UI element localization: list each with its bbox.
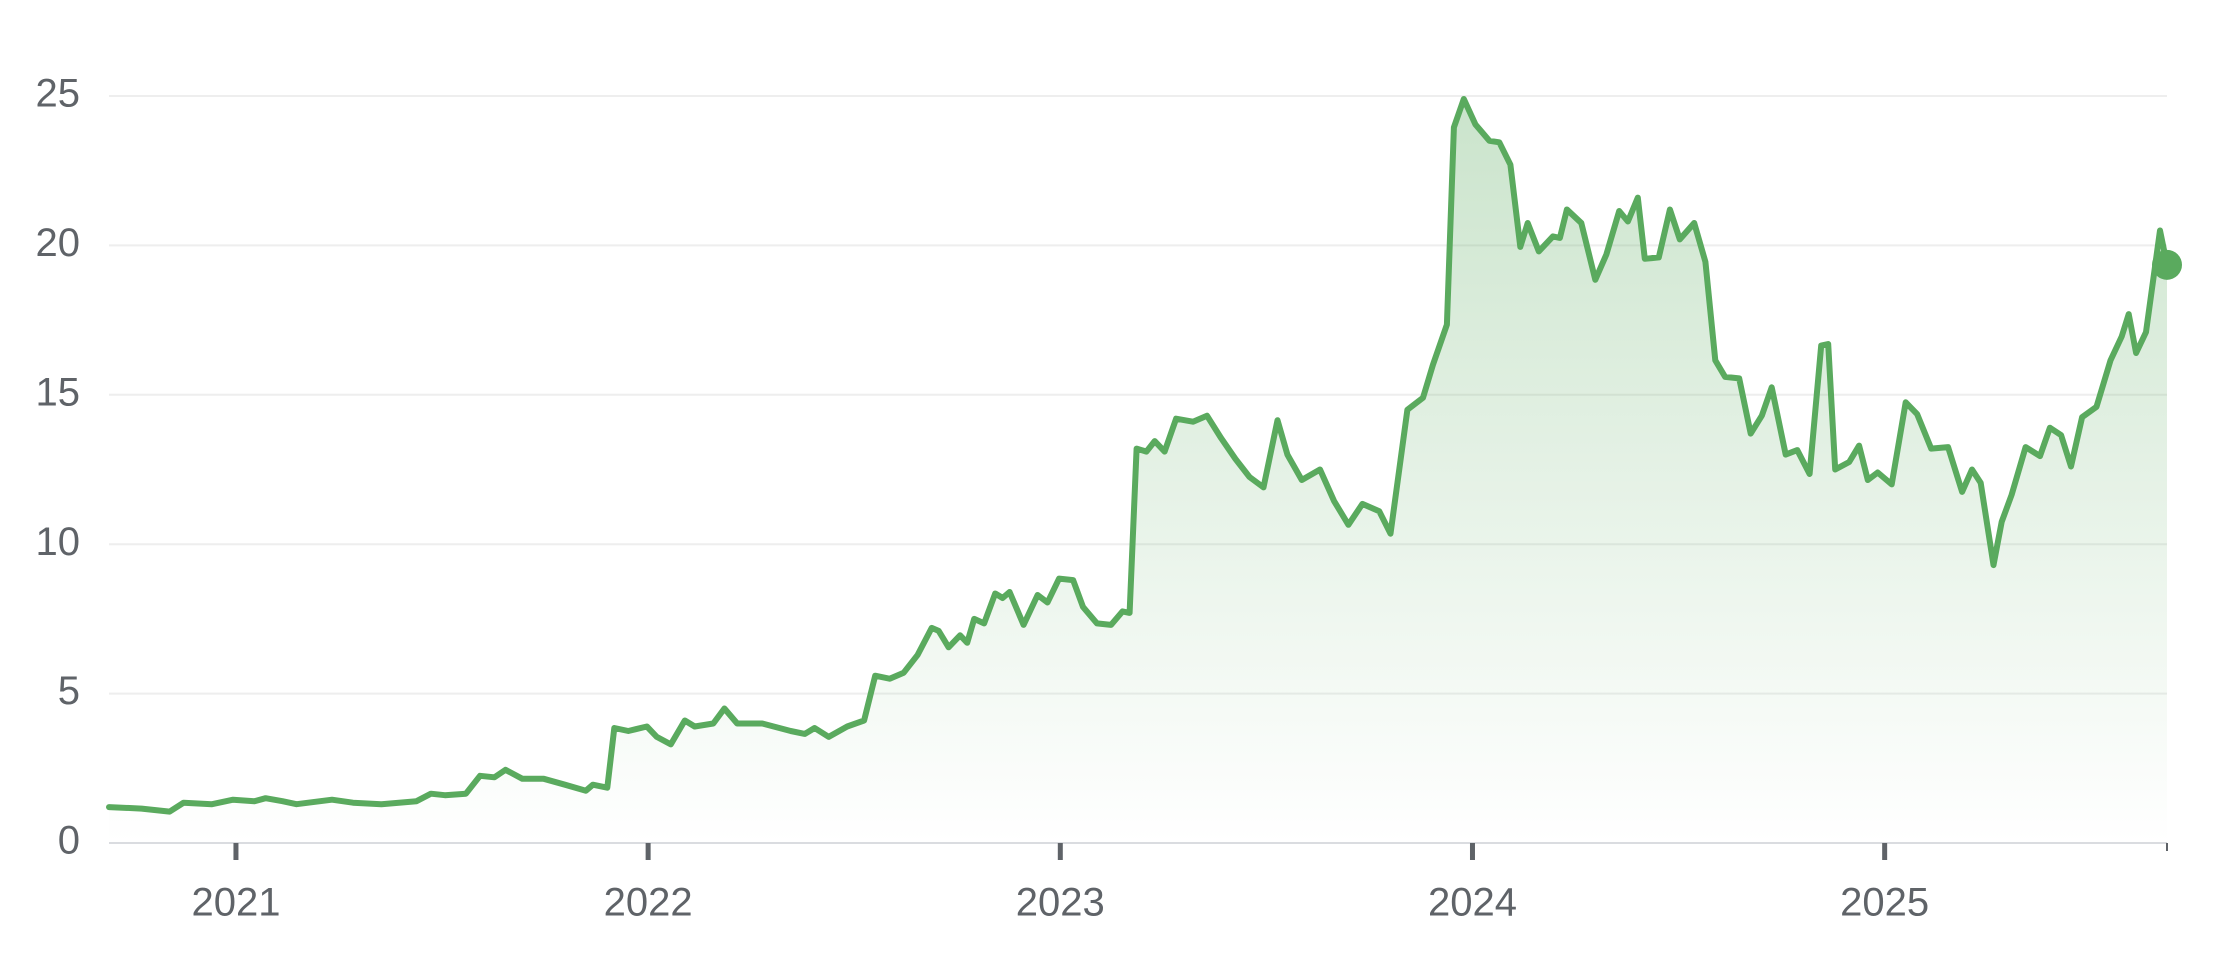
x-tick-label: 2023 (1016, 881, 1105, 925)
y-tick-label: 5 (58, 669, 80, 713)
y-tick-label: 20 (36, 221, 81, 265)
y-tick-label: 0 (58, 819, 80, 863)
x-tick-label: 2024 (1428, 881, 1517, 925)
end-dot (2152, 249, 2182, 280)
y-tick-label: 15 (36, 370, 81, 414)
x-tick-label: 2022 (604, 881, 693, 925)
x-tick-label: 2025 (1840, 881, 1929, 925)
y-tick-label: 10 (36, 520, 81, 564)
y-tick-label: 25 (36, 72, 81, 116)
price-line (106, 96, 2170, 815)
x-tick-label: 2021 (191, 881, 280, 925)
